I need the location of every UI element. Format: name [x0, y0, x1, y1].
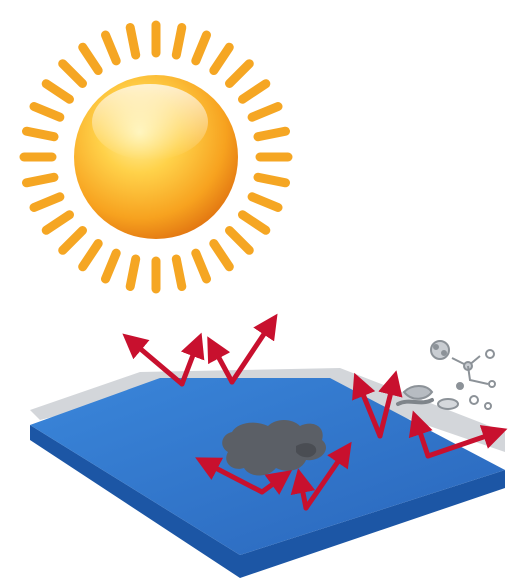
sun-ray — [41, 210, 74, 235]
arrow-bounce-1 — [122, 333, 185, 387]
sun-ray — [209, 239, 234, 272]
panel-edge — [30, 425, 505, 578]
arrow-bounce-1b — [179, 332, 205, 387]
sun-ray — [29, 102, 65, 122]
sun-ray — [22, 172, 59, 188]
arrow-bounce-2 — [207, 336, 235, 385]
sun-ray — [247, 192, 283, 212]
sun-ray — [58, 226, 87, 255]
arrow-bounce-3 — [352, 372, 383, 439]
sun-ray — [253, 126, 290, 142]
arrow-bounce-6b — [303, 441, 352, 511]
arrow-bounce-3b — [377, 370, 403, 439]
sun-ray — [125, 254, 141, 291]
sun-ray — [58, 59, 87, 88]
sun-gloss — [92, 84, 208, 160]
sun-ray — [253, 172, 290, 188]
sun-ray — [247, 102, 283, 122]
sun-ray — [101, 30, 121, 66]
sun-rays — [19, 20, 293, 294]
dirt-stain-icon — [222, 420, 327, 476]
arrow-bounce-6 — [290, 468, 316, 511]
sun-ray — [78, 42, 103, 75]
sun-ray — [191, 248, 211, 284]
sun-ray — [191, 30, 211, 66]
sun-ray — [238, 79, 271, 104]
arrow-bounce-5b — [259, 470, 293, 495]
sun-ray — [209, 42, 234, 75]
sun-ray — [101, 248, 121, 284]
sun-ray — [22, 126, 59, 142]
sun-ray — [171, 254, 187, 291]
arrow-bounce-2b — [229, 313, 278, 385]
red-bounce-arrow-icon — [122, 313, 508, 511]
arrow-bounce-5 — [195, 457, 265, 495]
arrow-bounce-4 — [408, 410, 433, 459]
sun-ray — [171, 23, 187, 60]
microbes-icon — [396, 340, 496, 410]
sun-ray — [29, 192, 65, 212]
sun-ray — [238, 210, 271, 235]
sun-ray — [225, 59, 254, 88]
arrow-bounce-4b — [425, 425, 508, 459]
sun-ray — [125, 23, 141, 60]
sun-icon — [19, 20, 293, 294]
sun-ray — [78, 239, 103, 272]
sun-ray — [225, 226, 254, 255]
sun-ray — [41, 79, 74, 104]
